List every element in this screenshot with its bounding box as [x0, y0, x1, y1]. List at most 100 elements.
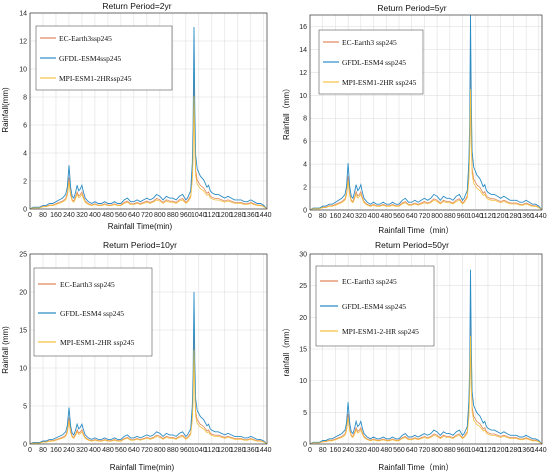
y-tick-label: 8 [303, 116, 307, 123]
y-tick-label: 0 [303, 442, 307, 449]
x-tick-label: 720 [141, 212, 153, 219]
x-tick-label: 160 [330, 213, 342, 220]
y-axis-label: Rainfall（mm） [282, 84, 291, 140]
x-tick-label: 1040 [191, 447, 207, 454]
x-tick-label: 240 [63, 212, 75, 219]
axes-frame [29, 12, 268, 210]
x-tick-label: 320 [76, 212, 88, 219]
y-tick-label: 25 [19, 252, 27, 259]
x-tick-label: 560 [115, 212, 127, 219]
y-tick-label: 12 [299, 70, 307, 77]
y-tick-label: 10 [299, 93, 307, 100]
legend-label-mpi-esm1-2hr: MPI-ESM1-2-HR ssp245 [342, 327, 419, 336]
x-tick-label: 720 [141, 447, 153, 454]
y-tick-label: 0 [23, 442, 27, 449]
x-tick-label: 80 [39, 447, 47, 454]
y-tick-label: 5 [23, 404, 27, 411]
y-tick-label: 2 [303, 185, 307, 192]
x-tick-label: 80 [319, 447, 327, 454]
x-tick-label: 560 [115, 447, 127, 454]
x-tick-label: 1360 [518, 447, 534, 454]
y-tick-label: 14 [299, 47, 307, 54]
x-tick-label: 0 [308, 213, 312, 220]
legend-label-gfdl-esm4: GFDL-ESM4 ssp245 [342, 58, 406, 67]
x-tick-label: 1440 [256, 447, 272, 454]
legend-label-ec-earth3: EC-Earth3 ssp245 [342, 38, 397, 47]
axes-frame [29, 253, 268, 445]
x-tick-label: 1120 [480, 447, 495, 454]
x-tick-label: 1440 [531, 213, 547, 220]
x-tick-label: 160 [50, 447, 62, 454]
x-tick-label: 1440 [256, 212, 272, 219]
series-gfdl-esm4 [29, 291, 268, 445]
x-tick-label: 80 [39, 212, 47, 219]
x-tick-label: 560 [393, 447, 405, 454]
x-tick-label: 1200 [493, 447, 509, 454]
chart-title: Return Period=50yr [375, 240, 449, 250]
x-tick-label: 1280 [230, 212, 246, 219]
y-tick-label: 6 [23, 123, 27, 130]
legend-box [33, 267, 153, 357]
legend-label-ec-earth3: EC-Earth3 ssp245 [60, 280, 115, 289]
chart-title: Return Period=5yr [377, 3, 446, 13]
x-tick-label: 1280 [506, 447, 522, 454]
x-tick-label: 800 [431, 447, 443, 454]
y-tick-label: 5 [303, 410, 307, 417]
x-tick-label: 400 [368, 447, 380, 454]
series-gfdl-esm4 [29, 26, 268, 210]
legend-label-mpi-esm1-2hr: MPI-ESM1-2HR ssp245 [342, 78, 417, 87]
x-axis-label: Rainfall Time(min) [108, 222, 173, 231]
x-tick-label: 1040 [467, 447, 483, 454]
x-tick-label: 480 [102, 447, 114, 454]
legend-label-ec-earth3: EC-Earth3ssp245 [59, 34, 112, 43]
y-tick-label: 15 [299, 347, 307, 354]
x-tick-label: 880 [444, 447, 456, 454]
legend-label-mpi-esm1-2hr: MPI-ESM1-2HRssp245 [59, 74, 132, 83]
series-mpi-esm1-2hr [29, 96, 268, 210]
x-tick-label: 1280 [230, 447, 246, 454]
x-tick-label: 320 [355, 447, 367, 454]
x-tick-label: 1120 [204, 447, 219, 454]
y-tick-label: 6 [303, 139, 307, 146]
legend: EC-Earth3 ssp245 GFDL-ESM4 ssp245 MPI-ES… [318, 29, 424, 95]
x-tick-label: 1040 [467, 213, 483, 220]
x-tick-label: 400 [89, 447, 101, 454]
legend-label-gfdl-esm4: GFDL-ESM4 ssp245 [60, 309, 124, 318]
x-axis-label: Rainfall Time(min) [110, 463, 175, 472]
series-gfdl-esm4 [309, 269, 543, 445]
series-gfdl-esm4 [309, 14, 543, 211]
y-tick-label: 14 [19, 11, 27, 18]
legend: EC-Earth3 ssp245 GFDL-ESM4 ssp245 MPI-ES… [33, 267, 153, 357]
y-tick-label: 2 [23, 179, 27, 186]
legend: EC-Earth3ssp245 GFDL-ESM4ssp245 MPI-ESM1… [35, 25, 173, 91]
x-tick-label: 640 [406, 213, 418, 220]
y-axis-label: Rainfall (mm) [1, 326, 10, 374]
y-tick-label: 16 [299, 24, 307, 31]
axes-frame [309, 14, 543, 211]
x-tick-label: 880 [444, 213, 456, 220]
y-tick-label: 0 [23, 207, 27, 214]
x-tick-label: 320 [355, 213, 367, 220]
x-tick-label: 0 [28, 212, 32, 219]
x-tick-label: 960 [457, 447, 469, 454]
y-tick-label: 8 [23, 95, 27, 102]
x-tick-label: 240 [342, 447, 354, 454]
x-tick-label: 560 [393, 213, 405, 220]
legend-label-mpi-esm1-2hr: MPI-ESM1-2HR ssp245 [60, 338, 135, 347]
legend: EC-Earth3 ssp245 GFDL-ESM4 ssp245 MPI-ES… [315, 265, 435, 347]
x-tick-label: 1200 [493, 213, 509, 220]
x-tick-label: 1200 [217, 212, 233, 219]
x-tick-label: 1120 [204, 212, 219, 219]
x-tick-label: 80 [319, 213, 327, 220]
legend-label-ec-earth3: EC-Earth3 ssp245 [342, 277, 397, 286]
y-tick-label: 10 [19, 67, 27, 74]
x-tick-label: 880 [167, 447, 179, 454]
x-tick-label: 0 [308, 447, 312, 454]
x-tick-label: 800 [154, 212, 166, 219]
x-tick-label: 240 [63, 447, 75, 454]
y-axis-label: Rainfall(mm) [1, 87, 10, 133]
x-tick-label: 240 [342, 213, 354, 220]
y-tick-label: 15 [19, 328, 27, 335]
x-tick-label: 320 [76, 447, 88, 454]
